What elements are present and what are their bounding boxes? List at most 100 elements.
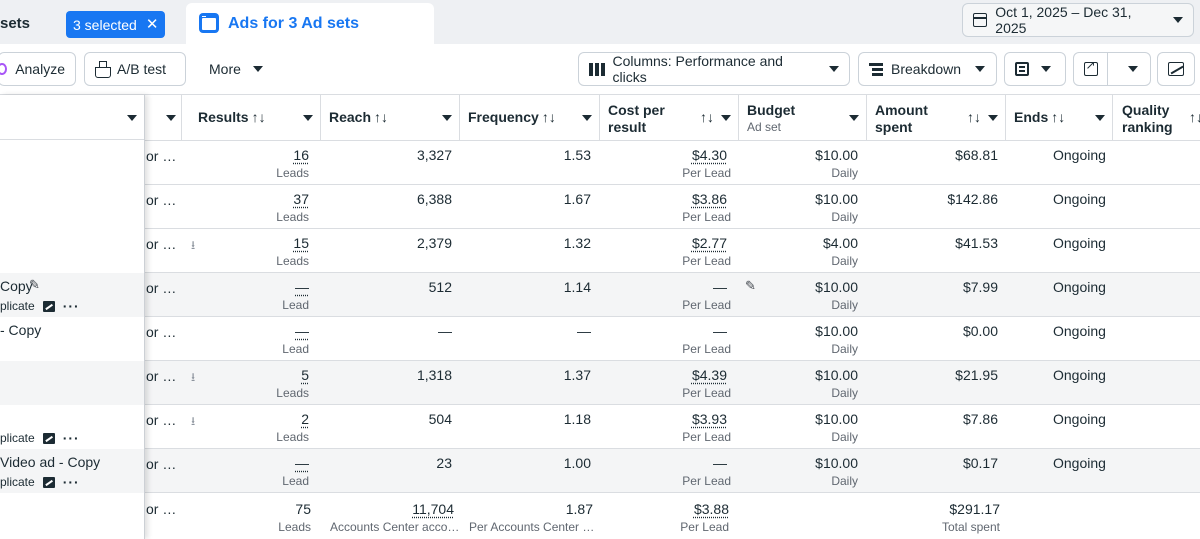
table-row[interactable]: or … ⭳ 15 Leads 2,379 1.32 $2.77 Per Lead $4.00 D… — [0, 229, 1200, 273]
close-icon[interactable]: ✕ — [145, 16, 159, 33]
results-value[interactable]: 5 — [301, 367, 309, 383]
budget-value[interactable]: $10.00 — [815, 367, 858, 383]
column-header-cost-per-result[interactable]: Cost per result ↑↓ — [599, 95, 738, 140]
download-icon[interactable]: ⭳ — [191, 414, 196, 428]
cost-value[interactable]: $2.77 — [691, 235, 727, 251]
budget-value[interactable]: $10.00 — [815, 147, 858, 163]
sort-icon[interactable]: ↑↓ — [374, 109, 389, 125]
budget-value[interactable]: $10.00 — [815, 411, 858, 427]
ab-test-button[interactable]: A/B test — [84, 52, 186, 86]
column-resize-handle[interactable] — [1005, 95, 1006, 140]
table-row[interactable]: or … 37 Leads 6,388 1.67 $3.86 Per Lead $10.00 D… — [0, 185, 1200, 229]
ad-name[interactable]: - Copy — [0, 322, 42, 338]
edit-budget-icon[interactable]: ✎ — [745, 278, 756, 293]
charts-button[interactable] — [1157, 52, 1195, 86]
reports-button[interactable] — [1004, 52, 1066, 86]
edit-name-icon[interactable]: ✎ — [29, 277, 40, 292]
ad-name-row[interactable] — [0, 141, 144, 185]
reach-value: 512 — [428, 279, 452, 295]
ad-name-row[interactable]: Video ad - Copy plicate ··· — [0, 449, 144, 493]
sort-icon[interactable]: ↑↓ — [967, 109, 981, 125]
ends-value: Ongoing — [1053, 147, 1106, 163]
results-value[interactable]: — — [295, 455, 309, 471]
chart-icon[interactable] — [42, 300, 55, 312]
table-row[interactable]: or … ⭳ 2 Leads 504 1.18 $3.93 Per Lead $10.00 Dai… — [0, 405, 1200, 449]
export-dropdown[interactable] — [1116, 53, 1150, 85]
results-value[interactable]: 37 — [293, 191, 309, 207]
download-icon[interactable]: ⭳ — [191, 370, 196, 384]
ad-name-row[interactable] — [0, 185, 144, 229]
results-value[interactable]: 16 — [293, 147, 309, 163]
total-reach-value[interactable]: 11,704 — [412, 501, 454, 517]
sort-icon[interactable]: ↑↓ — [541, 109, 556, 125]
column-header-budget[interactable]: Budget Ad set — [738, 95, 866, 140]
results-value[interactable]: 15 — [293, 235, 309, 251]
column-resize-handle[interactable] — [1112, 95, 1113, 140]
more-options-icon[interactable]: ··· — [62, 430, 80, 446]
more-options-icon[interactable]: ··· — [62, 298, 80, 314]
analyze-button[interactable]: Analyze — [0, 52, 76, 86]
column-header-quality-ranking[interactable]: Quality ranking ↑↓ — [1112, 95, 1200, 140]
results-value[interactable]: 2 — [301, 411, 309, 427]
cost-unit: Per Lead — [682, 474, 731, 488]
table-row[interactable]: or … — Lead 23 1.00 — Per Lead $10.00 Daily $0.17… — [0, 449, 1200, 493]
cost-value[interactable]: $3.86 — [691, 191, 727, 207]
column-resize-handle[interactable] — [866, 95, 867, 140]
column-header-reach[interactable]: Reach ↑↓ — [320, 95, 459, 140]
ad-icon — [199, 13, 219, 33]
chart-icon[interactable] — [42, 476, 55, 488]
table-row[interactable]: or … ⭳ 5 Leads 1,318 1.37 $4.39 Per Lead $10.00 D… — [0, 361, 1200, 405]
ad-name[interactable]: Copy — [0, 278, 33, 294]
duplicate-link[interactable]: plicate — [0, 431, 35, 445]
budget-value[interactable]: $4.00 — [822, 235, 858, 251]
table-row[interactable]: or … 16 Leads 3,327 1.53 $4.30 Per Lead $10.00 D… — [0, 141, 1200, 185]
column-header-amount-spent[interactable]: Amount spent ↑↓ — [866, 95, 1005, 140]
cost-value[interactable]: $4.30 — [691, 147, 727, 163]
cost-value[interactable]: $4.39 — [691, 367, 727, 383]
table-row[interactable]: or … — Lead 512 1.14 — Per Lead ✎ $10.00 Daily $7.… — [0, 273, 1200, 317]
chevron-down-icon — [252, 66, 263, 72]
column-resize-handle[interactable] — [738, 95, 739, 140]
sort-icon[interactable]: ↑↓ — [251, 109, 266, 125]
cost-value[interactable]: $3.93 — [691, 411, 727, 427]
total-cost-value[interactable]: $3.88 — [693, 501, 729, 517]
column-resize-handle[interactable] — [181, 95, 182, 140]
duplicate-link[interactable]: plicate — [0, 299, 35, 313]
duplicate-link[interactable]: plicate — [0, 475, 35, 489]
table-row[interactable]: or … — Lead — — — Per Lead $10.00 Daily $0.00 Ongo… — [0, 317, 1200, 361]
budget-value[interactable]: $10.00 — [815, 323, 858, 339]
more-options-icon[interactable]: ··· — [62, 474, 80, 490]
ad-name-row[interactable]: - Copy — [0, 317, 144, 361]
budget-value[interactable]: $10.00 — [815, 455, 858, 471]
sort-icon[interactable]: ↑↓ — [1051, 109, 1066, 125]
column-header-stub[interactable] — [145, 95, 181, 140]
ad-name-row[interactable] — [0, 229, 144, 273]
columns-button[interactable]: Columns: Performance and clicks — [578, 52, 850, 86]
selected-count-pill[interactable]: 3 selected ✕ — [66, 11, 166, 38]
column-resize-handle[interactable] — [599, 95, 600, 140]
date-range-picker[interactable]: Oct 1, 2025 – Dec 31, 2025 — [962, 3, 1194, 37]
ad-name-row[interactable]: plicate ··· — [0, 405, 144, 449]
results-value[interactable]: — — [295, 279, 309, 295]
column-header-results[interactable]: Results ↑↓ — [181, 95, 320, 140]
download-icon[interactable]: ⭳ — [191, 238, 196, 252]
name-column-header[interactable] — [0, 95, 144, 140]
chart-icon[interactable] — [42, 432, 55, 444]
budget-value[interactable]: $10.00 — [815, 279, 858, 295]
tab-ads[interactable]: Ads for 3 Ad sets — [186, 3, 434, 44]
sort-icon[interactable]: ↑↓ — [700, 109, 714, 125]
column-resize-handle[interactable] — [459, 95, 460, 140]
column-header-ends[interactable]: Ends ↑↓ — [1005, 95, 1112, 140]
ad-name[interactable]: Video ad - Copy — [0, 454, 101, 470]
tab-ad-sets[interactable]: sets 3 selected ✕ — [0, 0, 180, 44]
column-resize-handle[interactable] — [320, 95, 321, 140]
sort-icon[interactable]: ↑↓ — [1189, 109, 1200, 125]
column-header-frequency[interactable]: Frequency ↑↓ — [459, 95, 599, 140]
export-button[interactable] — [1074, 53, 1109, 85]
ad-name-row[interactable] — [0, 361, 144, 405]
budget-value[interactable]: $10.00 — [815, 191, 858, 207]
results-value[interactable]: — — [295, 323, 309, 339]
more-button[interactable]: More — [199, 52, 271, 86]
breakdown-button[interactable]: Breakdown — [858, 52, 997, 86]
ad-name-row[interactable]: Copy ✎ plicate ··· — [0, 273, 144, 317]
